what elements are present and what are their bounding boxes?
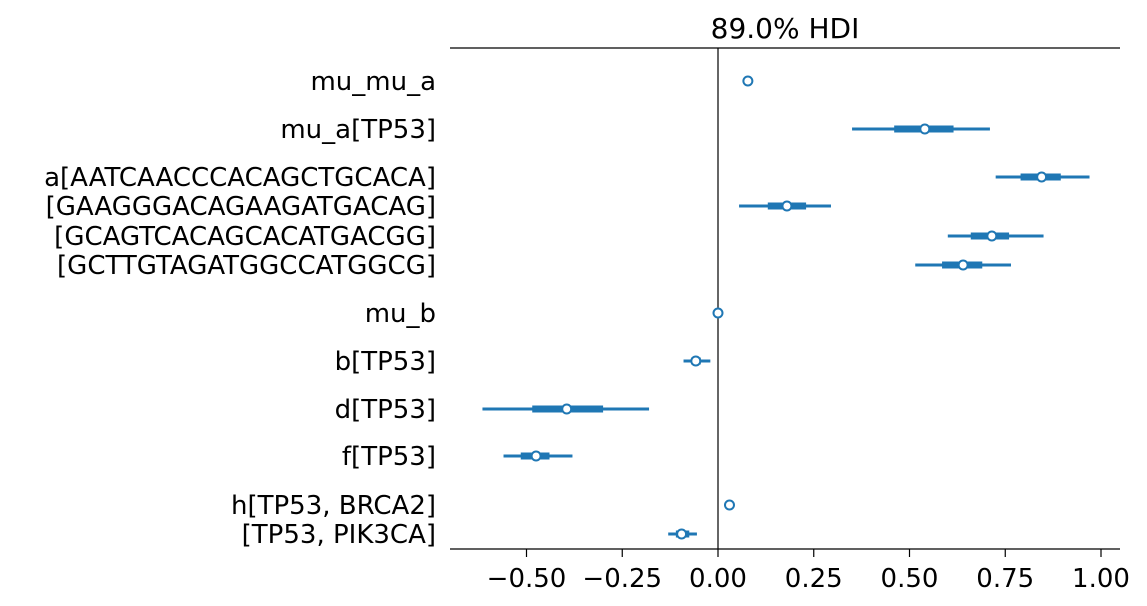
mean-point [986, 230, 998, 242]
row-label: mu_mu_a [310, 67, 436, 97]
mean-point [561, 403, 573, 415]
row-label: [GAAGGGACAGAAGATGACAG] [46, 192, 436, 222]
mean-point [1036, 171, 1048, 183]
mean-point [723, 499, 735, 511]
mean-point [676, 528, 688, 540]
mean-point [919, 123, 931, 135]
row-label: a[AATCAACCCACAGCTGCACA] [44, 163, 436, 193]
marks-layer [482, 75, 1090, 540]
mean-point [957, 259, 969, 271]
mean-point [712, 307, 724, 319]
row-label: [TP53, PIK3CA] [242, 520, 436, 550]
mean-point [530, 450, 542, 462]
row-label: mu_b [365, 299, 436, 329]
x-tick-label: 0.75 [976, 564, 1034, 594]
x-tick-label: −0.50 [487, 564, 567, 594]
row-label: f[TP53] [342, 442, 436, 472]
x-tick-label: 0.25 [785, 564, 843, 594]
mean-point [690, 355, 702, 367]
row-label: b[TP53] [335, 347, 436, 377]
row-label: [GCAGTCACAGCACATGACGG] [54, 222, 436, 252]
x-tick-label: −0.25 [582, 564, 662, 594]
row-label: h[TP53, BRCA2] [231, 491, 436, 521]
mean-point [781, 200, 793, 212]
mean-point [742, 75, 754, 87]
x-axis: −0.50 −0.25 0.00 0.25 0.50 0.75 1.00 [487, 549, 1130, 594]
row-label: [GCTTGTAGATGGCCATGGCG] [57, 251, 436, 281]
x-tick-label: 0.00 [689, 564, 747, 594]
x-tick-label: 1.00 [1072, 564, 1130, 594]
chart-title: 89.0% HDI [711, 12, 860, 45]
x-tick-label: 0.50 [881, 564, 939, 594]
row-label: d[TP53] [335, 395, 436, 425]
plot-area [450, 47, 1120, 550]
labels-layer: mu_mu_a mu_a[TP53] a[AATCAACCCACAGCTGCACA]… [44, 67, 436, 550]
row-label: mu_a[TP53] [280, 115, 436, 145]
